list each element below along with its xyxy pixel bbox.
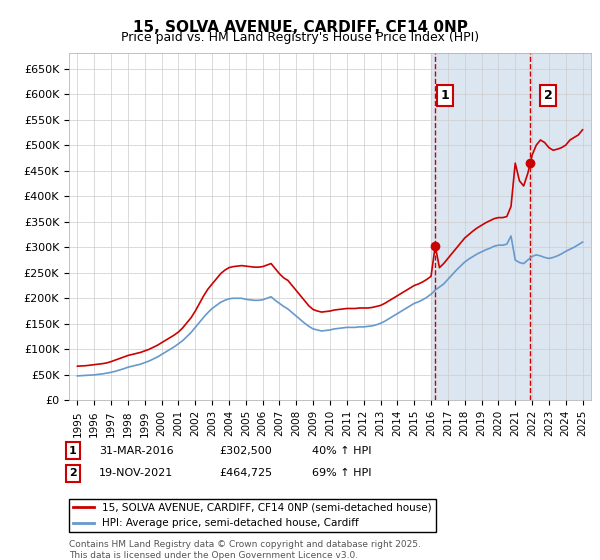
- Text: 31-MAR-2016: 31-MAR-2016: [99, 446, 173, 456]
- Text: 69% ↑ HPI: 69% ↑ HPI: [312, 468, 371, 478]
- Text: 40% ↑ HPI: 40% ↑ HPI: [312, 446, 371, 456]
- Text: £464,725: £464,725: [219, 468, 272, 478]
- Text: £302,500: £302,500: [219, 446, 272, 456]
- Text: Price paid vs. HM Land Registry's House Price Index (HPI): Price paid vs. HM Land Registry's House …: [121, 31, 479, 44]
- Text: 2: 2: [69, 468, 77, 478]
- Legend: 15, SOLVA AVENUE, CARDIFF, CF14 0NP (semi-detached house), HPI: Average price, s: 15, SOLVA AVENUE, CARDIFF, CF14 0NP (sem…: [69, 499, 436, 533]
- Text: 1: 1: [69, 446, 77, 456]
- Bar: [431, 53, 599, 400]
- Text: 15, SOLVA AVENUE, CARDIFF, CF14 0NP: 15, SOLVA AVENUE, CARDIFF, CF14 0NP: [133, 20, 467, 35]
- Text: Contains HM Land Registry data © Crown copyright and database right 2025.
This d: Contains HM Land Registry data © Crown c…: [69, 540, 421, 560]
- Text: 1: 1: [440, 89, 449, 102]
- Text: 19-NOV-2021: 19-NOV-2021: [99, 468, 173, 478]
- Text: 2: 2: [544, 89, 553, 102]
